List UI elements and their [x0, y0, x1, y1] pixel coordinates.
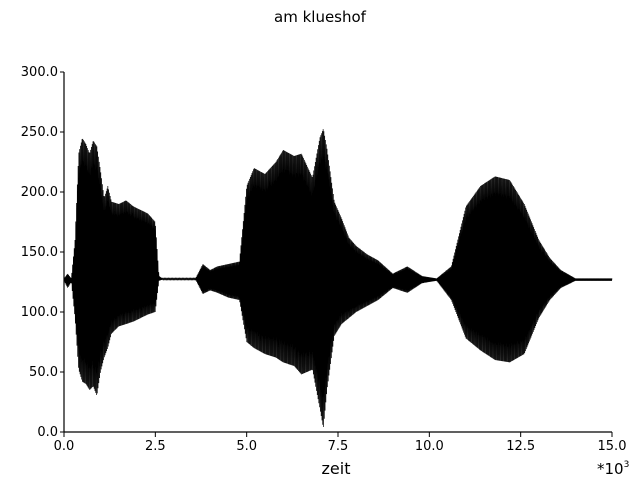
y-tick-label: 100.0	[21, 305, 58, 320]
x-tick-label: 12.5	[506, 439, 535, 454]
x-tick-label: 2.5	[145, 439, 166, 454]
y-ticks: 0.0 50.0 100.0 150.0 200.0 250.0 300.0	[21, 65, 64, 440]
waveform-line	[63, 129, 613, 428]
x-axis-label: zeit	[322, 459, 351, 478]
y-tick-label: 200.0	[21, 185, 58, 200]
y-tick-label: 150.0	[21, 245, 58, 260]
y-tick-label: 300.0	[21, 65, 58, 80]
y-tick-label: 250.0	[21, 125, 58, 140]
y-tick-label: 50.0	[29, 365, 58, 380]
chart-title: am klueshof	[274, 8, 367, 26]
x-axis-multiplier-base: *10	[597, 460, 624, 478]
x-tick-label: 7.5	[328, 439, 349, 454]
x-axis-multiplier-exponent: 3	[624, 460, 630, 470]
x-tick-label: 0.0	[54, 439, 75, 454]
x-tick-label: 15.0	[598, 439, 627, 454]
waveform	[63, 129, 613, 428]
x-axis-multiplier: *103	[597, 460, 629, 478]
x-tick-label: 10.0	[415, 439, 444, 454]
y-tick-label: 0.0	[37, 425, 58, 440]
x-ticks: 0.0 2.5 5.0 7.5 10.0 12.5 15.0	[54, 432, 627, 454]
x-tick-label: 5.0	[236, 439, 257, 454]
